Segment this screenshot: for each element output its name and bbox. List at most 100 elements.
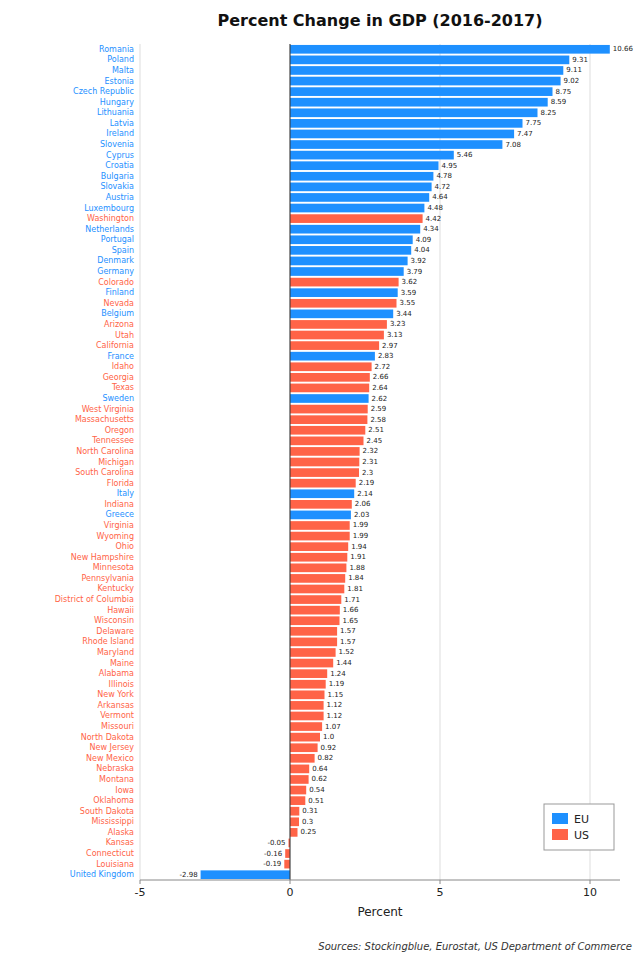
y-tick-label: Nebraska bbox=[96, 764, 134, 773]
data-label: 2.14 bbox=[357, 490, 373, 498]
data-label: -0.05 bbox=[267, 839, 285, 847]
bar bbox=[290, 204, 424, 213]
data-label: 3.79 bbox=[407, 268, 423, 276]
bar bbox=[290, 754, 315, 763]
data-label: 1.15 bbox=[328, 691, 344, 699]
data-label: 3.55 bbox=[400, 299, 416, 307]
y-axis: RomaniaPolandMaltaEstoniaCzech RepublicH… bbox=[55, 45, 135, 879]
y-tick-label: New Mexico bbox=[86, 754, 134, 763]
data-label: 9.02 bbox=[564, 77, 580, 85]
y-tick-label: Poland bbox=[107, 55, 134, 64]
bar bbox=[290, 659, 333, 668]
grid bbox=[140, 44, 590, 880]
bar bbox=[290, 66, 563, 75]
data-label: 1.81 bbox=[347, 585, 363, 593]
source-note: Sources: Stockingblue, Eurostat, US Depa… bbox=[318, 941, 632, 952]
y-tick-label: Colorado bbox=[98, 278, 134, 287]
bar bbox=[290, 638, 337, 647]
y-tick-label: Czech Republic bbox=[73, 87, 134, 96]
bars bbox=[201, 45, 610, 879]
bar bbox=[290, 521, 350, 530]
data-label: 1.91 bbox=[350, 553, 366, 561]
y-tick-label: Slovakia bbox=[100, 182, 134, 191]
y-tick-label: Netherlands bbox=[85, 225, 134, 234]
grid-line bbox=[590, 44, 591, 880]
grid-line bbox=[290, 44, 291, 880]
data-label: 2.64 bbox=[372, 384, 388, 392]
y-tick-label: Greece bbox=[106, 510, 135, 519]
data-label: 2.3 bbox=[362, 469, 373, 477]
bar bbox=[290, 140, 502, 149]
data-label: 2.59 bbox=[371, 405, 387, 413]
y-tick-label: Latvia bbox=[110, 119, 134, 128]
bar bbox=[290, 765, 309, 774]
bar bbox=[290, 743, 318, 752]
bar bbox=[290, 288, 398, 297]
bar bbox=[290, 183, 432, 192]
data-label: 0.51 bbox=[308, 797, 324, 805]
data-label: 8.75 bbox=[556, 88, 572, 96]
bar bbox=[290, 373, 370, 382]
bar bbox=[290, 130, 514, 139]
bar bbox=[290, 669, 327, 678]
y-tick-label: Idaho bbox=[112, 362, 134, 371]
y-tick-label: Maine bbox=[110, 659, 134, 668]
bar bbox=[290, 479, 356, 488]
y-tick-label: Wisconsin bbox=[94, 616, 134, 625]
x-axis-line bbox=[140, 880, 620, 881]
y-tick-label: Florida bbox=[107, 479, 134, 488]
data-label: 0.62 bbox=[312, 775, 328, 783]
y-tick-label: Georgia bbox=[103, 373, 134, 382]
y-tick-label: Montana bbox=[99, 775, 134, 784]
bar bbox=[290, 151, 454, 160]
bar bbox=[290, 489, 354, 498]
data-label: 5.46 bbox=[457, 151, 473, 159]
y-tick-label: Tennessee bbox=[91, 436, 134, 445]
bar bbox=[290, 246, 411, 255]
bar bbox=[290, 595, 341, 604]
data-label: 4.09 bbox=[416, 236, 432, 244]
bar bbox=[290, 828, 298, 837]
bar bbox=[290, 775, 309, 784]
data-label: 1.07 bbox=[325, 723, 341, 731]
data-label: 4.72 bbox=[435, 183, 451, 191]
y-tick-label: Spain bbox=[112, 246, 134, 255]
data-label: 0.3 bbox=[302, 818, 313, 826]
y-tick-label: Illinois bbox=[109, 680, 134, 689]
data-label: 1.84 bbox=[348, 574, 364, 582]
bar bbox=[290, 458, 359, 467]
bar bbox=[290, 786, 306, 795]
y-tick-label: California bbox=[96, 341, 134, 350]
bar bbox=[290, 447, 360, 456]
bar bbox=[290, 680, 326, 689]
data-label: 3.13 bbox=[387, 331, 403, 339]
data-label: 1.52 bbox=[339, 648, 355, 656]
data-label: 1.57 bbox=[340, 638, 356, 646]
chart: 10.669.319.119.028.758.598.257.757.477.0… bbox=[0, 0, 640, 960]
data-label: -2.98 bbox=[179, 871, 197, 879]
bar bbox=[290, 817, 299, 826]
bar bbox=[290, 606, 340, 615]
y-tick-label: Virginia bbox=[104, 521, 134, 530]
bar bbox=[290, 214, 423, 223]
data-label: 2.19 bbox=[359, 479, 375, 487]
data-label: 2.97 bbox=[382, 342, 398, 350]
data-label: 1.88 bbox=[349, 564, 365, 572]
y-tick-label: Bulgaria bbox=[101, 172, 134, 181]
y-tick-label: Denmark bbox=[97, 256, 134, 265]
data-label: 1.12 bbox=[327, 701, 343, 709]
x-tick-label: 5 bbox=[437, 886, 444, 899]
bar bbox=[290, 722, 322, 731]
bar bbox=[290, 98, 548, 107]
bar bbox=[290, 733, 320, 742]
y-tick-label: Romania bbox=[99, 45, 134, 54]
x-tick-label: 10 bbox=[583, 886, 597, 899]
y-tick-label: Oregon bbox=[105, 426, 134, 435]
y-tick-label: South Dakota bbox=[80, 807, 134, 816]
y-tick-label: Sweden bbox=[102, 394, 134, 403]
data-label: 2.32 bbox=[363, 447, 379, 455]
y-tick-label: Slovenia bbox=[100, 140, 134, 149]
y-tick-label: Louisiana bbox=[96, 860, 134, 869]
y-tick-label: Michigan bbox=[98, 458, 134, 467]
y-tick-label: Washington bbox=[87, 214, 134, 223]
